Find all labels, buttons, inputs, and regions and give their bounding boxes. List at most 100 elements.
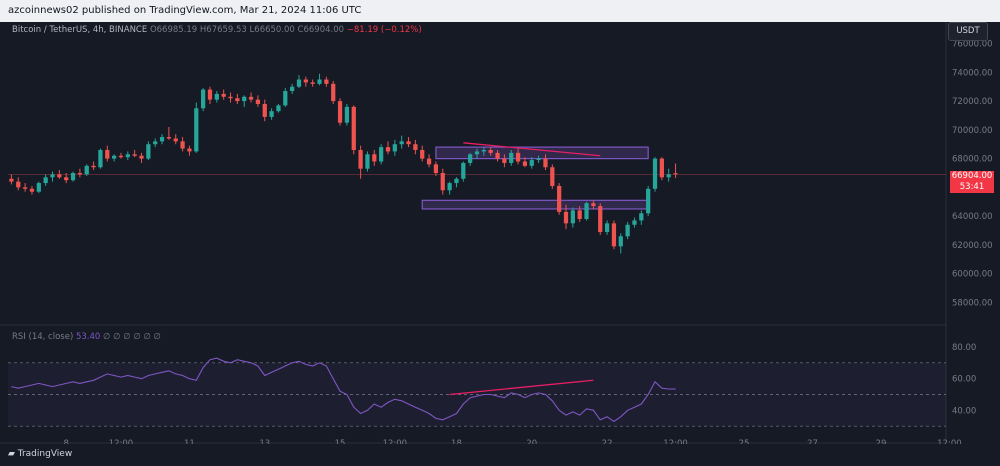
candle-body xyxy=(550,167,555,186)
candle-body xyxy=(509,152,514,163)
candle-body xyxy=(43,177,48,184)
candle-body xyxy=(570,210,575,224)
candle-body xyxy=(625,224,630,237)
candle-body xyxy=(84,165,89,175)
candle-body xyxy=(331,83,336,102)
candle-body xyxy=(604,223,610,232)
candle-body xyxy=(337,101,343,123)
candle-body xyxy=(536,158,541,161)
candle-body xyxy=(50,174,55,178)
candle-body xyxy=(611,223,617,247)
candle-body xyxy=(22,187,28,189)
support-resistance-zone[interactable] xyxy=(421,199,649,210)
candle-body xyxy=(248,96,254,100)
candle-body xyxy=(577,210,582,220)
candle-body xyxy=(228,96,233,99)
candle-body xyxy=(454,178,459,184)
candle-body xyxy=(262,103,267,117)
ohlc-high: H67659.53 xyxy=(199,25,247,35)
publish-header: azcoinnews02 published on TradingView.co… xyxy=(0,0,1000,22)
candle-body xyxy=(159,137,165,142)
candle-body xyxy=(673,173,678,175)
tradingview-logo-icon: ▰ xyxy=(8,449,15,459)
price-tick-label: 74000.00 xyxy=(952,68,993,78)
support-resistance-zone[interactable] xyxy=(435,146,649,160)
candle-body xyxy=(70,173,76,181)
candle-body xyxy=(365,154,370,169)
bar-countdown: 53:41 xyxy=(959,182,985,192)
chart-area[interactable]: 76000.00 74000.00 72000.00 70000.00 68000.00… xyxy=(0,22,1000,466)
candle-body xyxy=(598,206,603,232)
candle-body xyxy=(235,98,240,102)
candle-body xyxy=(584,203,589,220)
candle-body xyxy=(351,106,356,150)
candle-body xyxy=(255,99,261,104)
main-legend: Bitcoin / TetherUS, 4h, BINANCE O66985.1… xyxy=(12,25,422,35)
symbol-label: Bitcoin / TetherUS, 4h, BINANCE xyxy=(12,25,148,35)
candle-body xyxy=(77,173,83,175)
price-tick-label: 58000.00 xyxy=(952,298,993,308)
candle-body xyxy=(632,220,637,225)
candle-body xyxy=(639,213,644,221)
price-tick-label: 70000.00 xyxy=(952,126,993,136)
candle-body xyxy=(591,203,596,207)
price-change: −81.19 (−0.12%) xyxy=(346,25,422,35)
candle-body xyxy=(461,162,466,179)
candle-body xyxy=(666,174,671,178)
candle-body xyxy=(283,91,288,106)
rsi-line xyxy=(11,357,676,423)
candle-body xyxy=(543,158,548,168)
candle-body xyxy=(392,144,397,152)
rsi-divergence-line[interactable] xyxy=(449,379,594,396)
publish-text: azcoinnews02 published on TradingView.co… xyxy=(8,5,362,16)
candle-body xyxy=(276,105,281,112)
candle-body xyxy=(426,158,432,165)
candle-body xyxy=(173,138,178,142)
candle-body xyxy=(344,106,350,123)
candle-body xyxy=(146,144,151,159)
candle-body xyxy=(91,165,96,168)
candle-body xyxy=(413,144,418,150)
candle-body xyxy=(447,183,452,191)
candle-body xyxy=(153,141,158,145)
trend-line[interactable] xyxy=(463,142,601,157)
candle-body xyxy=(214,93,219,100)
candle-body xyxy=(440,173,445,191)
candle-body xyxy=(290,86,295,92)
candle-body xyxy=(659,158,664,178)
candle-body xyxy=(16,181,21,188)
rsi-tick-label: 80.00 xyxy=(952,343,976,353)
candle-body xyxy=(9,178,14,182)
price-tick-label: 62000.00 xyxy=(952,241,993,251)
candle-body xyxy=(529,160,534,166)
candle-body xyxy=(242,96,247,102)
currency-button[interactable]: USDT xyxy=(948,22,988,41)
tradingview-logo[interactable]: ▰ TradingView xyxy=(8,449,72,459)
candle-body xyxy=(201,89,206,109)
candle-body xyxy=(481,149,486,152)
candle-body xyxy=(310,82,315,84)
candle-body xyxy=(180,141,185,149)
candle-body xyxy=(125,154,130,158)
last-price-value: 66904.00 xyxy=(951,171,993,181)
candle-body xyxy=(105,149,110,159)
candle-body xyxy=(557,185,562,212)
chart-canvas[interactable]: 76000.00 74000.00 72000.00 70000.00 68000.00… xyxy=(0,22,1000,466)
candle-body xyxy=(29,188,35,192)
ohlc-close: C66904.00 xyxy=(297,25,345,35)
price-tick-label: 60000.00 xyxy=(952,270,993,280)
candle-body xyxy=(303,79,308,83)
candle-body xyxy=(112,155,117,159)
candle-body xyxy=(474,151,480,155)
candle-body xyxy=(399,141,404,145)
price-tick-label: 72000.00 xyxy=(952,97,993,107)
candle-body xyxy=(296,79,302,87)
candle-body xyxy=(495,152,500,159)
rsi-tick-label: 40.00 xyxy=(952,406,976,416)
candle-body xyxy=(488,149,493,153)
candle-body xyxy=(98,149,103,168)
candle-body xyxy=(166,137,172,139)
rsi-tick-label: 60.00 xyxy=(952,375,976,385)
candle-body xyxy=(563,211,569,224)
price-tick-label: 76000.00 xyxy=(952,40,993,50)
